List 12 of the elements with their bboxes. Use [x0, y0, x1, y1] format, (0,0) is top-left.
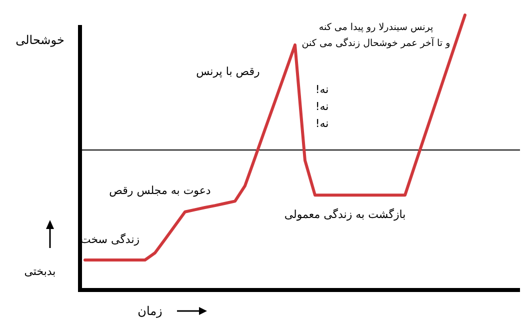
- annotation: پرنس سیندرلا رو پیدا می کنه: [318, 22, 434, 33]
- annotation: نه!: [315, 83, 329, 96]
- annotation: بازگشت به زندگی معمولی: [284, 208, 406, 221]
- annotation: نه!: [315, 100, 329, 113]
- annotation: نه!: [315, 117, 329, 130]
- annotation: رقص با پرنس: [196, 65, 260, 78]
- text: بدبختی: [24, 265, 56, 278]
- annotation: و تا آخر عمر خوشحال زندگی می کنن: [302, 37, 450, 49]
- annotation: زندگی سخت: [80, 233, 140, 246]
- annotation: دعوت به مجلس رقص: [109, 184, 211, 197]
- x-axis-title: زمان: [138, 304, 163, 318]
- y-axis-title: خوشحالی: [16, 33, 64, 47]
